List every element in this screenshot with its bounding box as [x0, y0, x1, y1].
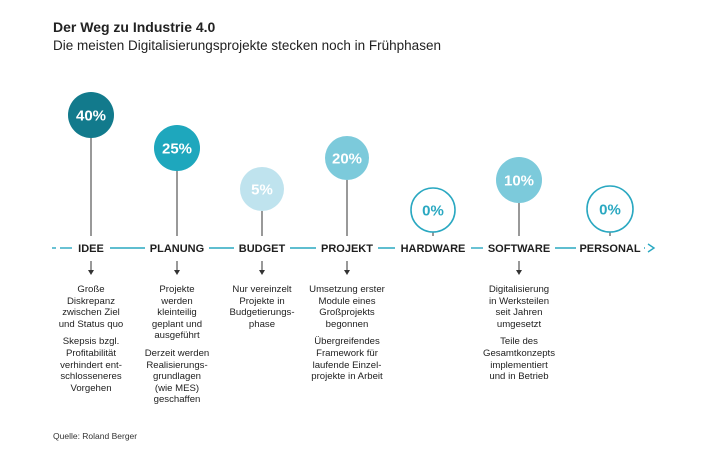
note-text: Übergreifendes Framework für laufende Ei…	[311, 336, 383, 383]
note-text: Projekte werden kleinteilig geplant und …	[151, 284, 203, 342]
stage-label-budget: BUDGET	[239, 243, 286, 255]
timeline-arrow-icon	[647, 243, 656, 253]
notes-budget: Nur vereinzelt Projekte in Budgetierungs…	[220, 284, 304, 336]
notes-idee: Große Diskrepanz zwischen Ziel und Statu…	[49, 284, 133, 400]
note-arrow-icon-idee	[88, 270, 94, 275]
chart-subtitle: Die meisten Digitalisierungsprojekte ste…	[53, 38, 441, 53]
note-arrow-icon-projekt	[344, 270, 350, 275]
stage-label-software: SOFTWARE	[488, 243, 550, 255]
percent-circle-projekt	[325, 136, 369, 180]
percent-circle-hardware	[410, 187, 456, 233]
percent-circle-budget	[240, 167, 284, 211]
notes-projekt: Umsetzung erster Module eines Großprojek…	[305, 284, 389, 389]
percent-value-planung: 25%	[162, 141, 192, 158]
stage-label-projekt: PROJEKT	[321, 243, 373, 255]
percent-value-budget: 5%	[251, 182, 273, 199]
percent-value-projekt: 20%	[332, 151, 362, 168]
note-text: Digitalisierung in Werksteilen seit Jahr…	[488, 284, 550, 330]
stage-label-planung: PLANUNG	[150, 243, 204, 255]
percent-value-hardware: 0%	[422, 203, 444, 220]
percent-value-software: 10%	[504, 173, 534, 190]
percent-value-personal: 0%	[599, 202, 621, 219]
note-text: Umsetzung erster Module eines Großprojek…	[309, 284, 385, 330]
note-text: Nur vereinzelt Projekte in Budgetierungs…	[229, 284, 295, 330]
note-text: Teile des Gesamtkonzepts implementiert u…	[483, 336, 555, 383]
stage-label-hardware: HARDWARE	[401, 243, 466, 255]
note-text: Große Diskrepanz zwischen Ziel und Statu…	[58, 284, 124, 330]
percent-value-idee: 40%	[76, 108, 106, 125]
chart-title: Der Weg zu Industrie 4.0	[53, 19, 216, 35]
source-note: Quelle: Roland Berger	[53, 431, 138, 441]
note-arrow-icon-planung	[174, 270, 180, 275]
percent-circle-personal	[586, 185, 634, 233]
note-arrow-icon-software	[516, 270, 522, 275]
note-text: Derzeit werden Realisierungs- grundlagen…	[144, 347, 210, 406]
percent-circle-idee	[68, 92, 114, 138]
note-text: Skepsis bzgl. Profitabilität verhindert …	[60, 336, 122, 394]
percent-circle-software	[496, 157, 542, 203]
note-arrow-icon-budget	[259, 270, 265, 275]
notes-software: Digitalisierung in Werksteilen seit Jahr…	[477, 284, 561, 389]
stage-label-personal: PERSONAL	[579, 243, 640, 255]
percent-circle-planung	[154, 125, 200, 171]
notes-planung: Projekte werden kleinteilig geplant und …	[135, 284, 219, 412]
stage-label-idee: IDEE	[78, 243, 104, 255]
